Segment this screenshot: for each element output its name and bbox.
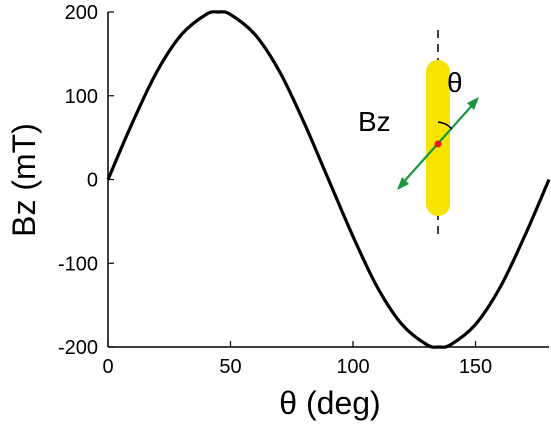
field-arrow-head-up xyxy=(467,97,479,110)
rotation-inset: θ Bz xyxy=(358,30,479,238)
field-arrow-head-down xyxy=(397,177,409,190)
x-ticks: 0 50 100 150 xyxy=(102,341,492,378)
angle-arc xyxy=(437,121,453,130)
y-axis-title: Bz (mT) xyxy=(6,123,42,237)
magnet-bar xyxy=(426,60,450,216)
x-tick-label: 0 xyxy=(102,356,113,378)
x-tick-label: 100 xyxy=(336,356,369,378)
x-tick-label: 50 xyxy=(219,356,241,378)
x-axis-title: θ (deg) xyxy=(279,385,380,421)
center-dot xyxy=(434,140,442,148)
y-tick-label: -200 xyxy=(58,337,98,359)
series-line xyxy=(106,10,551,349)
y-tick-label: 200 xyxy=(65,2,98,24)
x-tick-label: 150 xyxy=(459,356,492,378)
inset-field-label: Bz xyxy=(358,106,391,137)
y-tick-label: 0 xyxy=(87,170,98,192)
inset-angle-label: θ xyxy=(447,67,463,98)
y-ticks: -200 -100 0 100 200 xyxy=(58,2,114,359)
y-tick-label: 100 xyxy=(65,86,98,108)
y-tick-label: -100 xyxy=(58,253,98,275)
